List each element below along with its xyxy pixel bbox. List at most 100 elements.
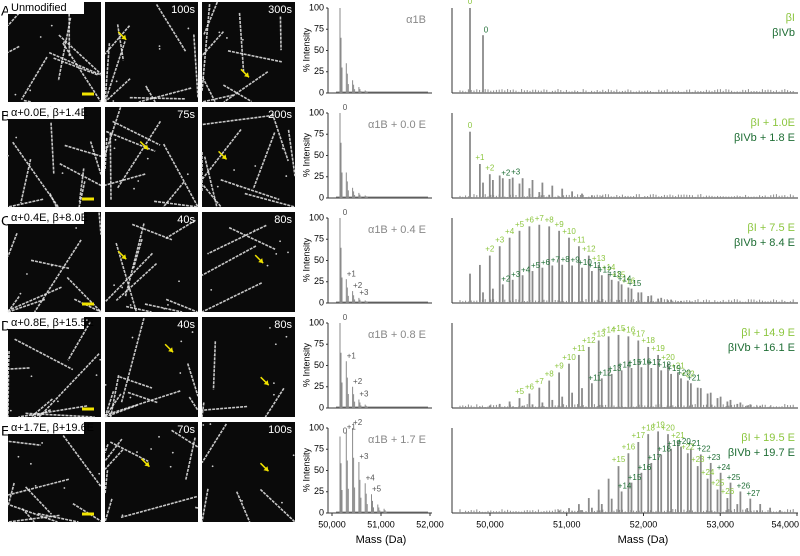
speck xyxy=(99,358,102,361)
y-tick-label: 75 xyxy=(314,339,324,349)
peak-label: +5 xyxy=(515,387,525,396)
filament xyxy=(223,71,269,103)
peak-label: +3 xyxy=(359,452,369,461)
filament xyxy=(127,391,158,404)
speck xyxy=(191,331,194,333)
micrograph xyxy=(202,2,295,102)
speck xyxy=(137,180,140,182)
peak-label: +18 xyxy=(657,360,671,369)
micrograph xyxy=(105,107,198,207)
speck xyxy=(136,451,138,453)
filament xyxy=(195,506,199,509)
filament xyxy=(244,192,296,208)
filament xyxy=(104,25,131,55)
peak-label: +10 xyxy=(578,258,592,267)
label-strip xyxy=(8,2,84,14)
speck xyxy=(208,7,211,10)
legend-entry: βI xyxy=(786,12,795,24)
speck xyxy=(112,100,115,102)
spectrum-label: α1B xyxy=(406,14,426,26)
filament xyxy=(201,488,209,523)
speck xyxy=(121,514,124,517)
speck xyxy=(63,41,65,44)
speck xyxy=(233,169,235,171)
x-tick-label: 52,000 xyxy=(416,519,444,529)
y-axis-label: % Intensity xyxy=(301,342,311,387)
speck xyxy=(158,48,161,50)
speck xyxy=(129,304,132,306)
peak-label: +15 xyxy=(612,324,626,333)
peak-label: +13 xyxy=(592,330,606,339)
peak-label: +15 xyxy=(628,358,642,367)
arrow-head xyxy=(263,380,269,386)
speck xyxy=(203,61,206,63)
filament xyxy=(201,282,263,313)
peak-label: +1 xyxy=(475,153,485,162)
peak-label: +11 xyxy=(588,373,602,382)
peak-label: +18 xyxy=(657,445,671,454)
peak-label: +12 xyxy=(598,265,612,274)
peak-label: +17 xyxy=(632,431,646,440)
filament xyxy=(201,94,234,103)
filament xyxy=(138,87,192,103)
filament xyxy=(154,200,199,208)
filament xyxy=(98,309,102,313)
peak-label: +16 xyxy=(638,357,652,366)
y-tick-label: 0 xyxy=(319,87,324,97)
speck xyxy=(41,442,44,444)
y-tick-label: 0 xyxy=(319,507,324,517)
filament xyxy=(193,34,199,99)
peak-label: +3 xyxy=(359,390,369,399)
spectrum-label: α1B + 0.8 E xyxy=(368,329,426,341)
speck xyxy=(253,229,256,232)
legend-entry: βIVb + 1.8 E xyxy=(734,132,795,144)
speck xyxy=(29,462,32,465)
peak-label: +24 xyxy=(717,463,731,472)
filament xyxy=(203,156,218,208)
filament xyxy=(62,435,102,488)
speck xyxy=(269,326,271,329)
x-tick-label: 54,000 xyxy=(771,519,799,529)
filament xyxy=(25,486,53,515)
filament xyxy=(7,478,70,496)
filament xyxy=(125,305,152,313)
filament xyxy=(30,398,53,418)
filament xyxy=(21,508,35,523)
speck xyxy=(29,89,32,92)
filament xyxy=(201,423,228,464)
image-label: 40s xyxy=(177,214,195,226)
speck xyxy=(9,409,12,412)
micrograph xyxy=(202,212,295,312)
peak-label: +16 xyxy=(622,442,636,451)
y-tick-label: 0 xyxy=(319,402,324,412)
peak-label: +2 xyxy=(353,281,363,290)
speck xyxy=(281,501,283,504)
arrow-head xyxy=(258,258,264,264)
spectrum-label: α1B + 1.7 E xyxy=(368,434,426,446)
y-tick-label: 25 xyxy=(314,381,324,391)
filament xyxy=(201,245,257,276)
image-label: 40s xyxy=(177,319,195,331)
peak-label: +3 xyxy=(511,168,521,177)
peak-label: +26 xyxy=(737,482,751,491)
speck xyxy=(273,393,275,396)
peak-label: +22 xyxy=(681,370,695,379)
speck xyxy=(26,273,28,275)
peak-label: +7 xyxy=(535,377,545,386)
x-axis-label: Mass (Da) xyxy=(356,534,407,546)
filament xyxy=(104,43,111,103)
peak-label: +4 xyxy=(505,227,515,236)
filament xyxy=(104,252,153,303)
filament xyxy=(185,437,196,480)
peak-label: +5 xyxy=(372,484,382,493)
speck xyxy=(273,382,275,384)
filament xyxy=(7,298,46,313)
image-label: α+0.8E, β+15.5E xyxy=(11,317,94,329)
peak-label: +2 xyxy=(485,163,495,172)
speck xyxy=(14,93,17,96)
filament xyxy=(33,239,82,313)
filament xyxy=(271,113,289,162)
filament xyxy=(9,504,58,523)
filament xyxy=(14,338,74,371)
peak-label: +1 xyxy=(347,351,357,360)
